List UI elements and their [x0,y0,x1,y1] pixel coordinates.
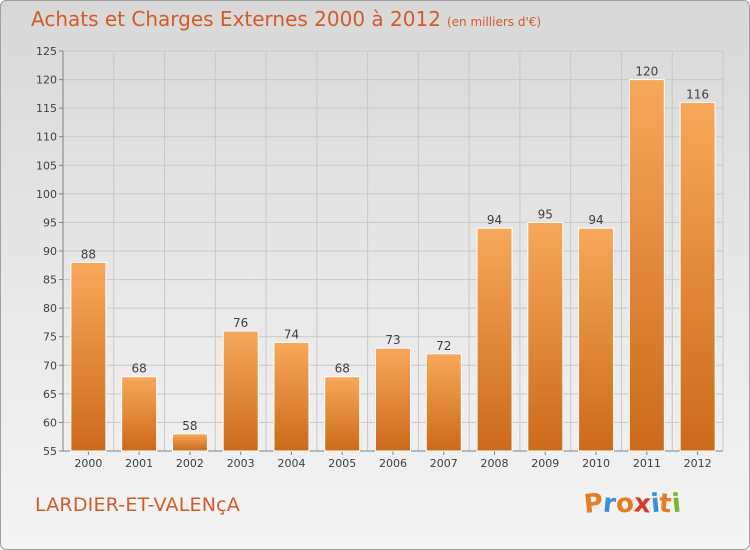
x-tick-label: 2003 [227,457,255,470]
x-tick-label: 2011 [633,457,661,470]
y-tick-label: 120 [36,74,57,87]
data-label: 68 [335,362,350,376]
logo-letter: i [670,488,683,520]
x-tick-labels: 2000 2001 2002 2003 2004 2005 2006 2007 2008 2009… [74,457,711,470]
y-tick-label: 125 [36,45,57,58]
y-tick-label: 70 [43,359,57,372]
y-tick-label: 75 [43,331,57,344]
y-tick-label: 105 [36,159,57,172]
x-tick-label: 2010 [582,457,610,470]
bar [121,376,158,452]
y-tick-label: 90 [43,245,57,258]
chart-title: Achats et Charges Externes 2000 à 2012 (e… [31,7,541,31]
bar [527,221,564,452]
y-tick-label: 65 [43,388,57,401]
data-label: 73 [385,333,400,347]
place-name: LARDIER-ET-VALENçA [35,494,240,516]
bar [222,330,259,452]
data-label: 74 [284,327,299,341]
data-label: 94 [588,213,603,227]
x-tick-label: 2008 [481,457,509,470]
y-tick-label: 100 [36,188,57,201]
data-label: 95 [538,207,553,221]
y-tick-label: 85 [43,274,57,287]
bar [171,433,208,452]
data-label: 88 [81,247,96,261]
data-labels: 88 68 58 76 74 68 73 72 94 95 94 120 116 [81,65,709,433]
y-tick-label: 110 [36,131,57,144]
bar [375,347,411,452]
x-tick-label: 2006 [379,457,407,470]
x-tick-label: 2005 [328,457,356,470]
x-tick-label: 2000 [74,457,102,470]
x-tick-label: 2001 [125,457,153,470]
bar [273,341,310,452]
data-label: 68 [132,362,147,376]
bar [324,376,361,452]
bar [70,261,107,452]
y-tick-label: 80 [43,302,57,315]
chart-subtitle: (en milliers d'€) [446,15,542,29]
data-label: 72 [436,339,451,353]
y-tick-label: 60 [43,416,57,429]
y-tick-label: 115 [36,102,57,115]
y-tick-label: 55 [43,445,57,458]
bar [578,227,615,452]
bar [476,227,513,452]
bar [679,101,716,452]
data-label: 76 [233,316,248,330]
data-label: 116 [686,87,709,101]
y-tick-labels: 55 60 65 70 75 80 85 90 95 100 105 110 115 120 125 [36,45,57,458]
data-label: 94 [487,213,502,227]
bar [425,353,462,452]
x-tick-label: 2007 [430,457,458,470]
x-tick-label: 2009 [531,457,559,470]
chart-title-text: Achats et Charges Externes 2000 à 2012 [31,7,441,31]
x-tick-label: 2002 [176,457,204,470]
x-tick-label: 2004 [277,457,305,470]
bars [70,79,716,452]
data-label: 120 [635,65,658,79]
y-tick-label: 95 [43,216,57,229]
bar [628,79,665,452]
proxiti-logo[interactable]: Proxiti [582,488,683,520]
x-tick-label: 2012 [684,457,712,470]
data-label: 58 [182,419,197,433]
